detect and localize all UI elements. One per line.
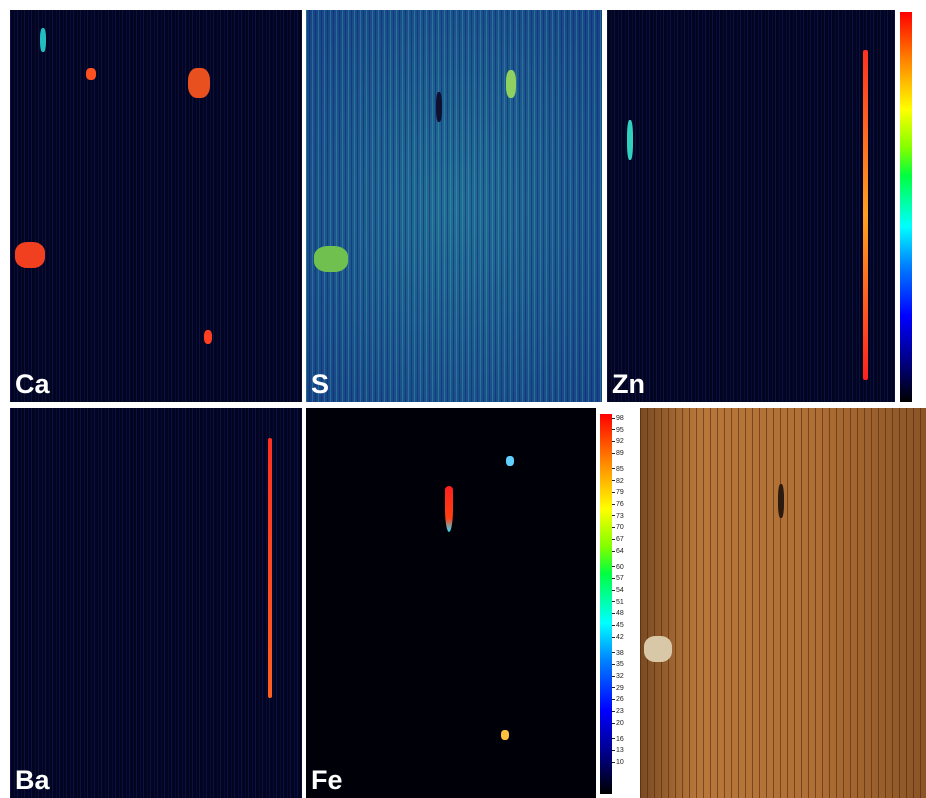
colorbar-tick-label: 60 xyxy=(612,564,624,571)
panel-label: Ba xyxy=(15,765,50,795)
hotspot xyxy=(40,28,46,52)
ca-map: Ca xyxy=(10,10,302,402)
colorbar-tick-label: 23 xyxy=(612,708,624,715)
hotspot xyxy=(863,50,868,380)
colorbar xyxy=(900,12,912,402)
colorbar-tick-label: 45 xyxy=(612,622,624,629)
hotspot xyxy=(15,242,45,268)
colorbar-tick-label: 32 xyxy=(612,673,624,680)
ba-map: Ba xyxy=(10,408,302,798)
colorbar-tick-label: 95 xyxy=(612,427,624,434)
hotspot xyxy=(188,68,210,98)
colorbar-tick-label: 73 xyxy=(612,513,624,520)
nail xyxy=(778,484,784,518)
hotspot xyxy=(445,486,453,532)
zn-map: Zn xyxy=(607,10,895,402)
photo xyxy=(640,408,926,798)
colorbar-tick-label: 76 xyxy=(612,501,624,508)
deposit xyxy=(644,636,672,662)
colorbar-tick-label: 48 xyxy=(612,610,624,617)
hotspot xyxy=(268,438,272,698)
colorbar-tick-label: 10 xyxy=(612,759,624,766)
colorbar-tick-label: 16 xyxy=(612,736,624,743)
colorbar-tick-label: 89 xyxy=(612,450,624,457)
panel-label: S xyxy=(311,369,330,399)
colorbar-tick-label: 26 xyxy=(612,696,624,703)
colorbar-tick-label: 82 xyxy=(612,478,624,485)
hotspot xyxy=(314,246,348,272)
colorbar-tick-label: 79 xyxy=(612,489,624,496)
colorbar-tick-label: 13 xyxy=(612,747,624,754)
colorbar-tick-label: 67 xyxy=(612,536,624,543)
colorbar-tick-label: 35 xyxy=(612,661,624,668)
hotspot xyxy=(506,456,514,466)
colorbar xyxy=(600,414,612,794)
colorbar-tick-label: 98 xyxy=(612,415,624,422)
colorbar-tick-label: 70 xyxy=(612,524,624,531)
fe-map: Fe xyxy=(306,408,596,798)
hotspot xyxy=(86,68,96,80)
colorbar-tick-label: 20 xyxy=(612,720,624,727)
s-map: S xyxy=(306,10,602,402)
colorbar-tick-label: 51 xyxy=(612,599,624,606)
colorbar-tick-label: 54 xyxy=(612,587,624,594)
colorbar-tick-label: 85 xyxy=(612,466,624,473)
panel-label: Fe xyxy=(311,765,343,795)
colorbar-tick-label: 92 xyxy=(612,438,624,445)
colorbar-tick-label: 29 xyxy=(612,685,624,692)
colorbar-tick-label: 38 xyxy=(612,650,624,657)
colorbar-tick-label: 57 xyxy=(612,575,624,582)
hotspot xyxy=(501,730,509,740)
nail-shadow xyxy=(436,92,442,122)
hotspot xyxy=(627,120,633,160)
hotspot xyxy=(204,330,212,344)
panel-label: Ca xyxy=(15,369,50,399)
colorbar-tick-label: 42 xyxy=(612,634,624,641)
colorbar-tick-label: 64 xyxy=(612,548,624,555)
hotspot xyxy=(506,70,516,98)
panel-label: Zn xyxy=(612,369,645,399)
